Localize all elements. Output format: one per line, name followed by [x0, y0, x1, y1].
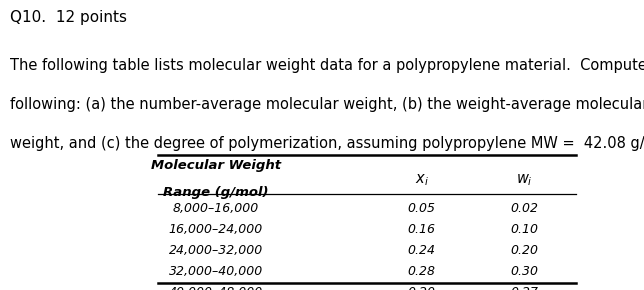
Text: 0.05: 0.05 [408, 202, 436, 215]
Text: weight, and (c) the degree of polymerization, assuming polypropylene MW =  42.08: weight, and (c) the degree of polymeriza… [10, 136, 644, 151]
Text: 0.20: 0.20 [408, 286, 436, 290]
Text: 0.10: 0.10 [511, 223, 539, 236]
Text: 32,000–40,000: 32,000–40,000 [169, 265, 263, 278]
Text: 0.28: 0.28 [408, 265, 436, 278]
Text: $\it{x_i}$: $\it{x_i}$ [415, 173, 429, 188]
Text: Molecular Weight: Molecular Weight [151, 160, 281, 173]
Text: 0.20: 0.20 [511, 244, 539, 257]
Text: following: (a) the number-average molecular weight, (b) the weight-average molec: following: (a) the number-average molecu… [10, 97, 644, 112]
Text: $\it{w_i}$: $\it{w_i}$ [516, 173, 533, 188]
Text: 0.27: 0.27 [511, 286, 539, 290]
Text: Q10.  12 points: Q10. 12 points [10, 10, 128, 25]
Text: 24,000–32,000: 24,000–32,000 [169, 244, 263, 257]
Text: The following table lists molecular weight data for a polypropylene material.  C: The following table lists molecular weig… [10, 58, 644, 73]
Text: 16,000–24,000: 16,000–24,000 [169, 223, 263, 236]
Text: 0.16: 0.16 [408, 223, 436, 236]
Text: Range (g/mol): Range (g/mol) [163, 186, 269, 199]
Text: 40,000–48,000: 40,000–48,000 [169, 286, 263, 290]
Text: 0.24: 0.24 [408, 244, 436, 257]
Text: 8,000–16,000: 8,000–16,000 [173, 202, 259, 215]
Text: 0.02: 0.02 [511, 202, 539, 215]
Text: 0.30: 0.30 [511, 265, 539, 278]
